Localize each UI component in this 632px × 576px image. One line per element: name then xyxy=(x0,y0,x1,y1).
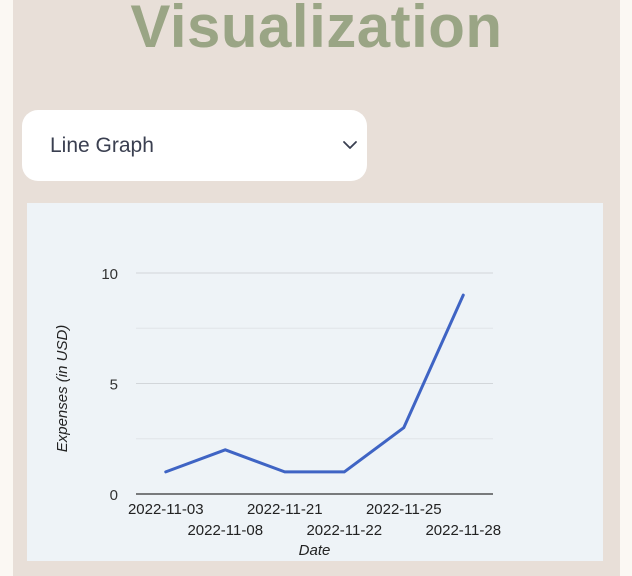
page-title: Visualization xyxy=(130,0,503,60)
chart-container: 0 5 10 2022-11-03 2022-11-08 2022-11-21 2022-1… xyxy=(27,203,603,561)
x-tick-label: 2022-11-08 xyxy=(187,522,263,539)
x-tick-label: 2022-11-28 xyxy=(425,522,501,539)
y-tick-label: 5 xyxy=(110,377,118,394)
chart-type-select[interactable]: Line Graph xyxy=(22,110,367,181)
x-tick-label: 2022-11-03 xyxy=(128,501,204,518)
chevron-down-icon xyxy=(343,141,357,149)
chart-type-selected-value: Line Graph xyxy=(50,134,154,157)
line-chart: 0 5 10 2022-11-03 2022-11-08 2022-11-21 2022-1… xyxy=(54,266,501,559)
series-line xyxy=(164,293,465,474)
x-tick-label: 2022-11-25 xyxy=(366,501,442,518)
y-axis-title: Expenses (in USD) xyxy=(54,325,71,453)
y-tick-label: 0 xyxy=(110,487,118,504)
content-panel: Visualization Line Graph 0 5 10 2022-11-03 2… xyxy=(13,0,620,576)
x-tick-label: 2022-11-21 xyxy=(247,501,323,518)
y-tick-label: 10 xyxy=(101,266,118,283)
x-tick-label: 2022-11-22 xyxy=(306,522,382,539)
x-axis-title: Date xyxy=(299,542,331,559)
